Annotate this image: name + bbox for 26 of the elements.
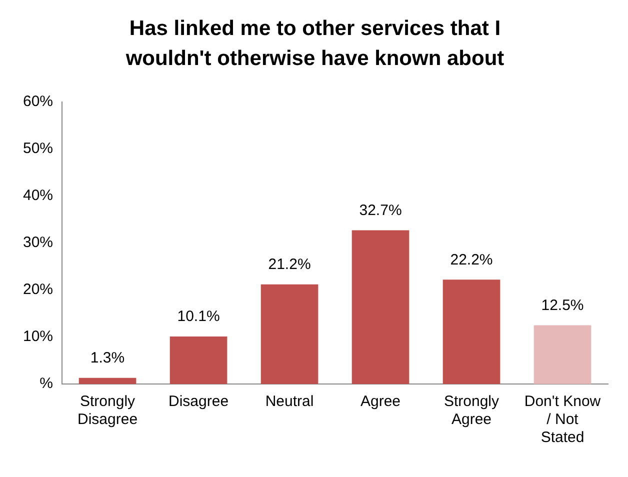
x-tick-label: Disagree <box>168 393 229 410</box>
x-tick-label: Strongly Disagree <box>78 393 138 428</box>
data-label: 22.2% <box>450 251 493 268</box>
bar <box>260 284 318 384</box>
bar <box>442 280 500 384</box>
data-label: 12.5% <box>541 296 584 314</box>
y-tick-label: 60% <box>22 93 54 110</box>
y-tick-label: 40% <box>22 187 54 204</box>
bar <box>170 336 228 384</box>
y-tick-label: 50% <box>22 140 54 158</box>
chart-title: Has linked me to other services that I wouldn't otherwise have known about <box>124 16 506 72</box>
y-tick-label: 10% <box>22 328 54 346</box>
data-label: 10.1% <box>177 308 220 326</box>
x-tick-label: Strongly Agree <box>444 393 500 428</box>
bar <box>534 325 592 384</box>
x-tick-label: Don't Know / Not Stated <box>524 393 601 446</box>
y-tick-label: 30% <box>22 234 54 252</box>
bar <box>78 378 136 384</box>
bar <box>352 230 410 384</box>
x-tick-label: Neutral <box>265 393 314 410</box>
y-tick-label: 20% <box>22 281 54 298</box>
data-label: 32.7% <box>359 202 402 219</box>
data-label: 21.2% <box>268 256 311 273</box>
x-tick-label: Agree <box>360 393 401 410</box>
y-tick-label: % <box>40 375 54 392</box>
data-label: 1.3% <box>90 350 125 367</box>
